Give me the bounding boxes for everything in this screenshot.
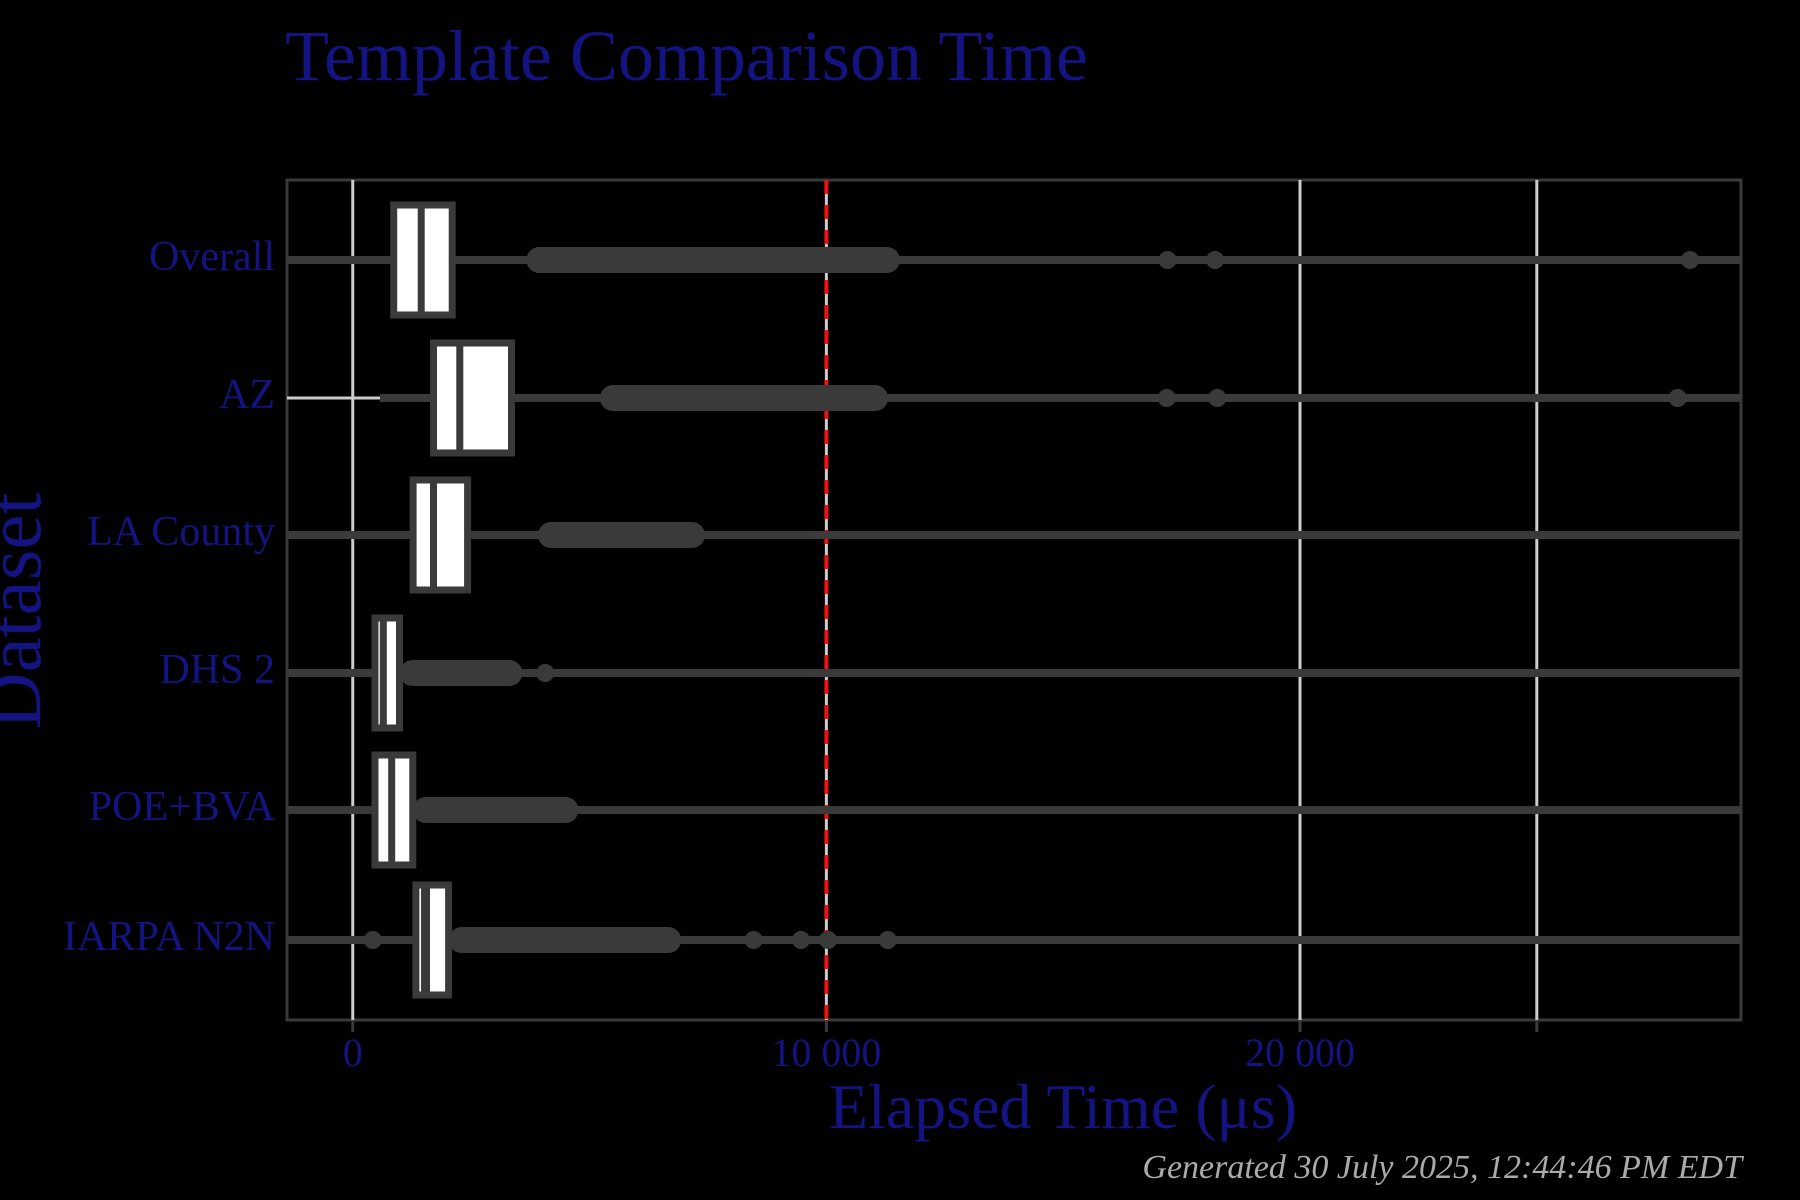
svg-text:IARPA N2N: IARPA N2N [63, 914, 275, 960]
svg-text:DHS 2: DHS 2 [159, 647, 275, 693]
svg-text:Dataset: Dataset [0, 493, 58, 730]
svg-text:Generated 30 July 2025, 12:44:: Generated 30 July 2025, 12:44:46 PM EDT [1142, 1149, 1744, 1186]
svg-text:AZ: AZ [219, 372, 275, 418]
svg-text:Overall: Overall [149, 234, 275, 280]
svg-text:LA County: LA County [87, 509, 275, 555]
svg-text:Elapsed Time (μs): Elapsed Time (μs) [829, 1071, 1297, 1142]
svg-text:20 000: 20 000 [1245, 1030, 1355, 1075]
svg-text:POE+BVA: POE+BVA [89, 784, 276, 830]
svg-text:0: 0 [343, 1030, 363, 1075]
svg-text:Template Comparison Time: Template Comparison Time [285, 16, 1088, 96]
svg-text:10 000: 10 000 [771, 1030, 881, 1075]
